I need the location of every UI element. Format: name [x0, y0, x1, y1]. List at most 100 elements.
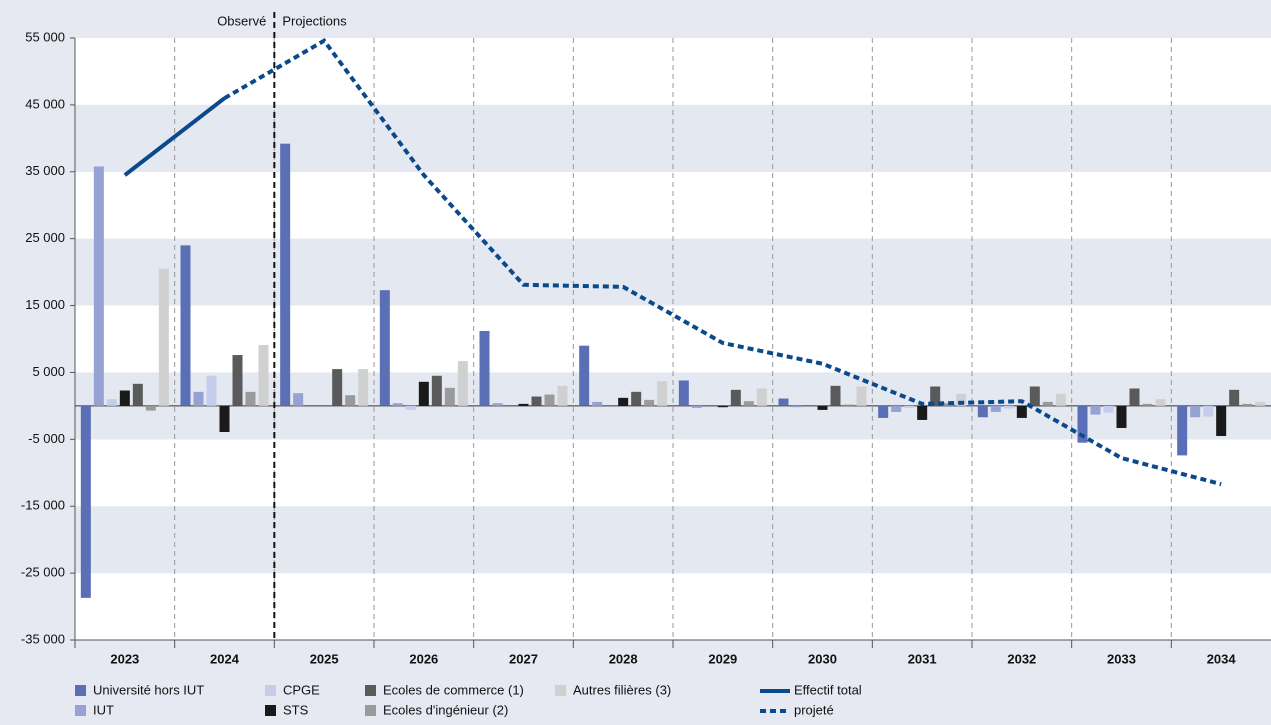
legend-swatch	[555, 685, 566, 696]
x-tick-label tick: 2029	[708, 651, 737, 666]
bar	[479, 330, 490, 406]
legend-label: CPGE	[283, 682, 320, 697]
bar	[180, 245, 191, 406]
bar	[791, 405, 802, 408]
legend-label: Effectif total	[794, 682, 862, 697]
bar	[1016, 405, 1027, 418]
y-tick-label: -15 000	[21, 498, 65, 513]
bar	[1229, 389, 1240, 406]
bar	[930, 386, 941, 406]
bar	[657, 381, 668, 406]
bar	[457, 361, 468, 406]
bar	[1090, 405, 1101, 415]
line	[123, 96, 226, 177]
legend-swatch	[265, 705, 276, 716]
x-tick-label tick: 2024	[210, 651, 240, 666]
bar	[1216, 405, 1227, 436]
y-tick-label: -35 000	[21, 631, 65, 646]
bar	[1116, 405, 1127, 428]
bar	[1029, 386, 1040, 406]
bar	[878, 405, 889, 418]
y-tick-label: -5 000	[28, 431, 65, 446]
bar	[93, 166, 104, 406]
bar	[743, 401, 754, 406]
bar	[956, 393, 967, 406]
x-tick-label tick: 2025	[310, 651, 339, 666]
bar	[943, 403, 954, 406]
bar	[843, 404, 854, 406]
bar	[332, 369, 343, 406]
bar	[1077, 405, 1088, 443]
bar	[830, 385, 841, 406]
bar	[856, 386, 867, 406]
bar	[193, 391, 204, 406]
bar	[444, 387, 455, 406]
legend-label: projeté	[794, 702, 834, 717]
bar	[1155, 399, 1166, 406]
bar	[1190, 405, 1201, 418]
bar	[431, 375, 442, 406]
x-tick-label tick: 2032	[1007, 651, 1036, 666]
bar	[778, 398, 789, 406]
bar	[531, 396, 542, 406]
legend-swatch	[365, 685, 376, 696]
bar	[1103, 405, 1114, 413]
y-tick-label: 5 000	[32, 364, 65, 379]
y-tick-label: 45 000	[25, 96, 65, 111]
bar	[492, 403, 503, 406]
x-tick-label tick: 2028	[609, 651, 638, 666]
legend-swatch	[75, 685, 86, 696]
bar	[557, 385, 568, 406]
bar	[293, 393, 304, 406]
bar	[119, 390, 130, 406]
bar	[756, 388, 767, 406]
x-tick-label tick: 2034	[1207, 651, 1237, 666]
bar	[1142, 403, 1153, 406]
bar	[977, 405, 988, 418]
bar	[990, 405, 1001, 412]
bar	[618, 397, 629, 406]
bar	[280, 143, 291, 406]
bar	[206, 375, 217, 406]
bar	[219, 405, 230, 432]
bar	[817, 405, 828, 410]
bar	[691, 405, 702, 408]
x-tick-label tick: 2030	[808, 651, 837, 666]
bar	[592, 401, 603, 406]
y-tick-label: 15 000	[25, 297, 65, 312]
legend-swatch	[365, 705, 376, 716]
bar	[730, 389, 741, 406]
y-tick-label: -25 000	[21, 565, 65, 580]
y-tick-label: 25 000	[25, 230, 65, 245]
legend-swatch	[265, 685, 276, 696]
bar	[917, 405, 928, 420]
bar	[1177, 405, 1188, 456]
y-tick-label: 55 000	[25, 29, 65, 44]
bar	[544, 394, 555, 406]
bar	[158, 268, 169, 406]
legend-swatch	[75, 705, 86, 716]
bar	[405, 405, 416, 410]
annotation: Projections	[282, 13, 347, 28]
bar	[80, 405, 91, 598]
bar	[1203, 405, 1214, 417]
legend-label: Ecoles d'ingénieur (2)	[383, 702, 508, 717]
legend-label: IUT	[93, 702, 114, 717]
bar	[345, 395, 356, 406]
x-tick-label tick: 2027	[509, 651, 538, 666]
bar	[518, 403, 529, 406]
bar	[1055, 393, 1066, 406]
x-tick-label tick: 2031	[908, 651, 937, 666]
bar	[379, 290, 390, 406]
annotation: Observé	[217, 13, 266, 28]
bar	[1242, 403, 1253, 406]
x-tick-label tick: 2026	[409, 651, 438, 666]
bar	[717, 405, 728, 408]
bar	[904, 405, 915, 408]
bar	[1042, 401, 1053, 406]
bar	[1129, 388, 1140, 406]
bar	[106, 399, 117, 406]
bar	[1003, 405, 1014, 409]
bar	[891, 405, 902, 412]
